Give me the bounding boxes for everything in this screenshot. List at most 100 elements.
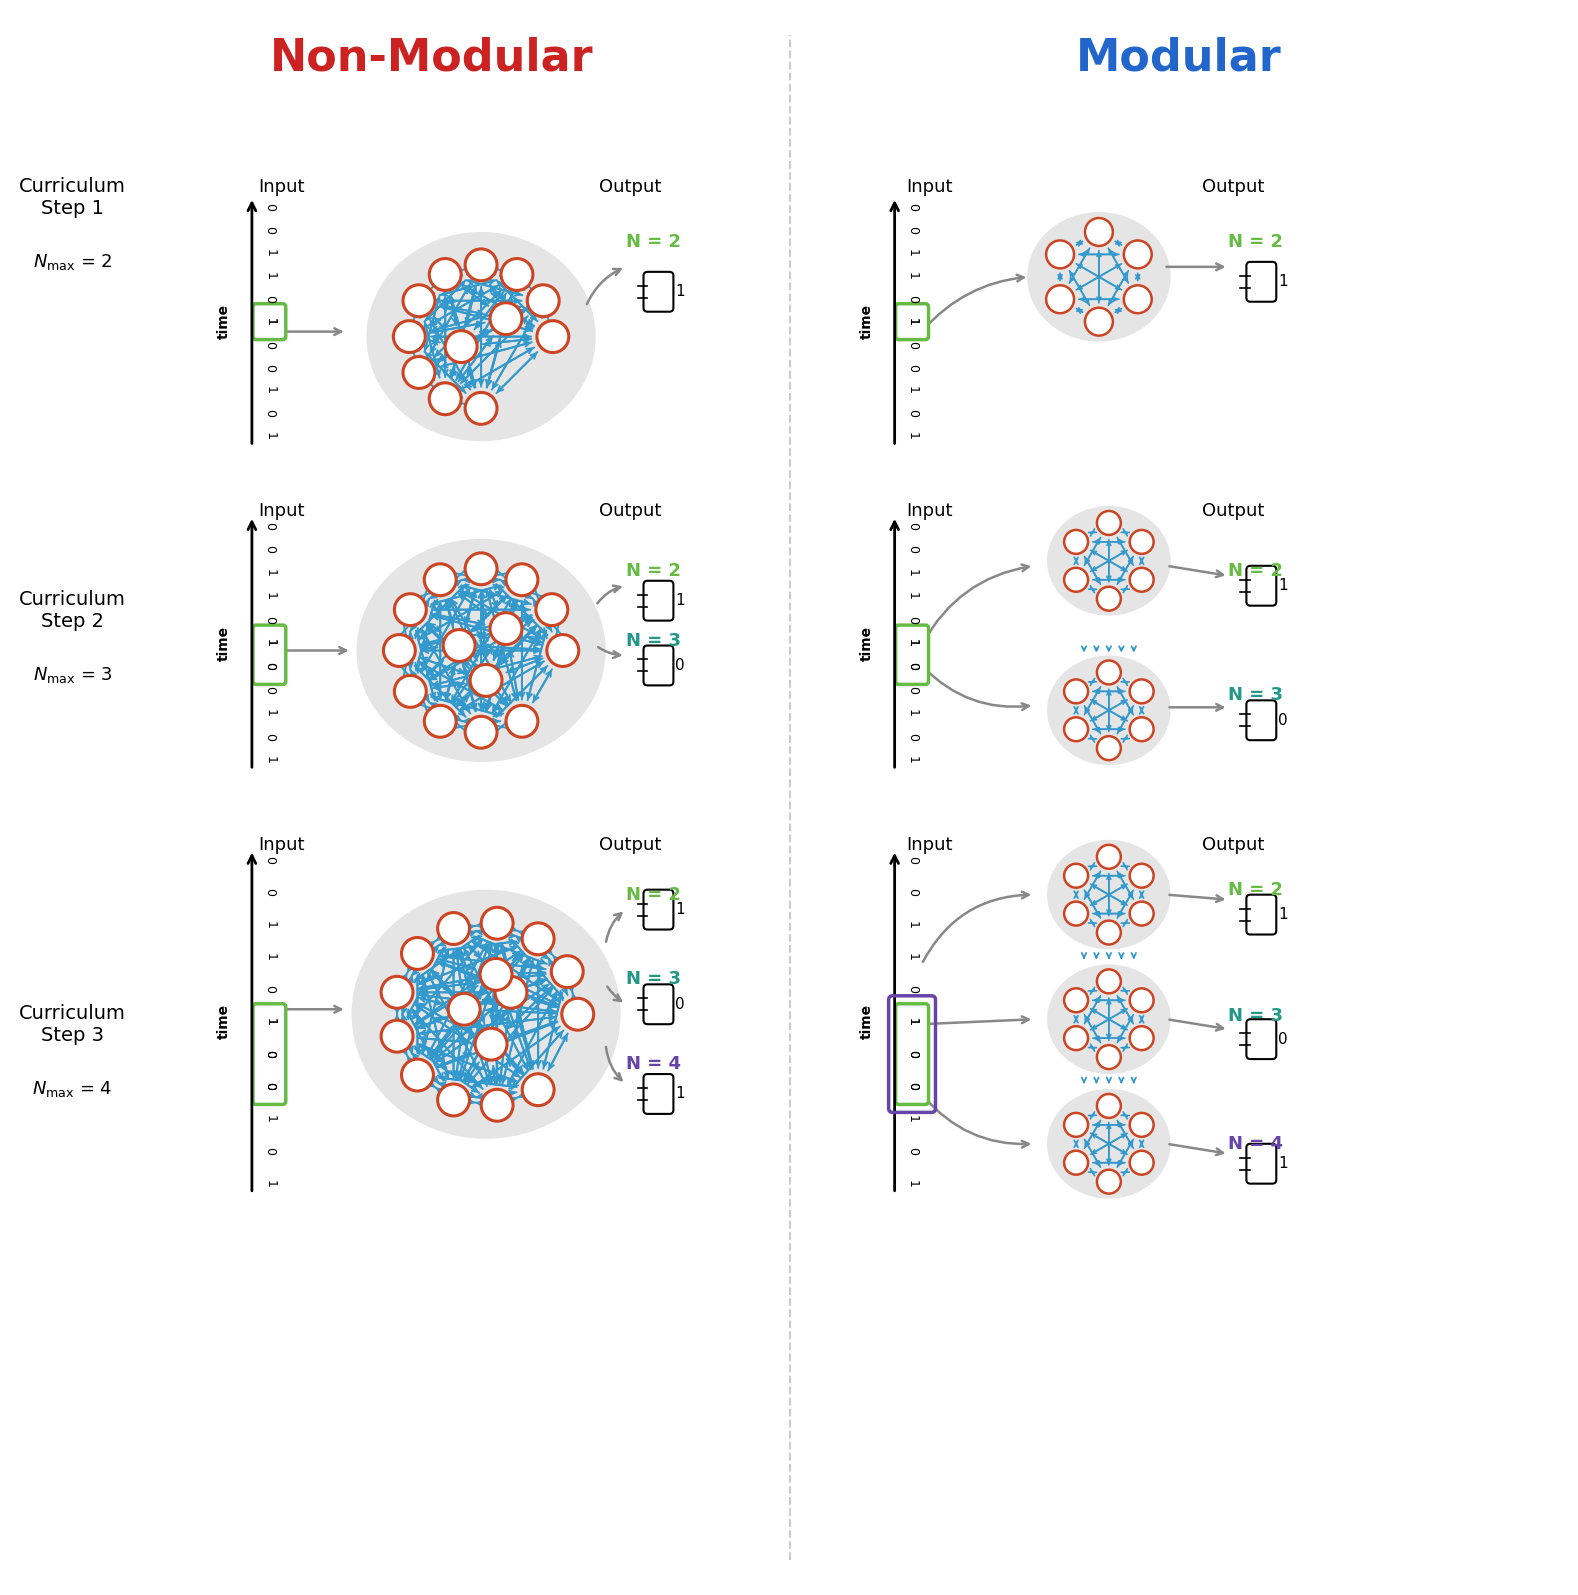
Text: time: time bbox=[218, 305, 230, 340]
FancyBboxPatch shape bbox=[644, 581, 674, 620]
Circle shape bbox=[1124, 286, 1152, 313]
Ellipse shape bbox=[1048, 965, 1171, 1073]
Circle shape bbox=[481, 1089, 513, 1121]
Text: 1: 1 bbox=[264, 317, 276, 325]
Circle shape bbox=[394, 593, 426, 625]
Circle shape bbox=[1064, 718, 1089, 742]
Circle shape bbox=[507, 705, 538, 737]
Circle shape bbox=[1130, 989, 1154, 1013]
Circle shape bbox=[1064, 989, 1089, 1013]
Text: 0: 0 bbox=[906, 662, 918, 670]
FancyBboxPatch shape bbox=[1247, 566, 1277, 606]
Circle shape bbox=[1130, 901, 1154, 925]
Text: 0: 0 bbox=[906, 732, 918, 740]
Circle shape bbox=[383, 635, 415, 667]
Circle shape bbox=[1097, 845, 1120, 869]
Text: 0: 0 bbox=[906, 226, 918, 234]
FancyBboxPatch shape bbox=[644, 890, 674, 930]
Circle shape bbox=[1064, 1026, 1089, 1050]
Text: 0: 0 bbox=[906, 341, 918, 349]
Text: 0: 0 bbox=[906, 857, 918, 864]
Text: 1: 1 bbox=[1278, 908, 1288, 922]
Text: 0: 0 bbox=[675, 997, 685, 1011]
Circle shape bbox=[475, 1029, 507, 1061]
Text: 1: 1 bbox=[906, 249, 918, 257]
Text: Input: Input bbox=[906, 502, 953, 520]
Circle shape bbox=[429, 383, 461, 415]
Text: 1: 1 bbox=[906, 432, 918, 440]
Circle shape bbox=[491, 303, 522, 335]
Text: 1: 1 bbox=[906, 386, 918, 394]
Text: 0: 0 bbox=[906, 522, 918, 530]
FancyBboxPatch shape bbox=[252, 625, 286, 684]
Circle shape bbox=[1130, 864, 1154, 888]
Circle shape bbox=[1097, 660, 1120, 684]
Circle shape bbox=[1097, 970, 1120, 994]
FancyBboxPatch shape bbox=[896, 1003, 928, 1104]
Text: 0: 0 bbox=[906, 295, 918, 303]
Circle shape bbox=[1130, 679, 1154, 703]
Circle shape bbox=[1046, 241, 1075, 268]
Circle shape bbox=[437, 912, 470, 944]
Circle shape bbox=[527, 286, 559, 317]
Circle shape bbox=[470, 665, 502, 697]
Text: time: time bbox=[860, 625, 874, 660]
Text: 1: 1 bbox=[675, 593, 685, 608]
Text: N = 2: N = 2 bbox=[625, 885, 680, 904]
Circle shape bbox=[402, 357, 436, 389]
FancyBboxPatch shape bbox=[1247, 700, 1277, 740]
Text: Output: Output bbox=[1202, 502, 1264, 520]
Text: Curriculum
Step 2: Curriculum Step 2 bbox=[19, 590, 126, 632]
Circle shape bbox=[382, 976, 413, 1008]
FancyBboxPatch shape bbox=[252, 1003, 286, 1104]
Circle shape bbox=[448, 994, 480, 1026]
Circle shape bbox=[1130, 718, 1154, 742]
Text: 1: 1 bbox=[906, 952, 918, 960]
Text: 0: 0 bbox=[264, 616, 276, 624]
Text: N = 2: N = 2 bbox=[1228, 233, 1283, 250]
Text: Non-Modular: Non-Modular bbox=[270, 37, 593, 80]
Circle shape bbox=[424, 563, 456, 595]
Text: 1: 1 bbox=[264, 952, 276, 960]
Text: Curriculum
Step 3: Curriculum Step 3 bbox=[19, 1003, 126, 1045]
Circle shape bbox=[466, 716, 497, 748]
Text: 0: 0 bbox=[264, 226, 276, 234]
Text: 1: 1 bbox=[675, 903, 685, 917]
Text: N = 4: N = 4 bbox=[625, 1054, 680, 1073]
Text: 1: 1 bbox=[1278, 579, 1288, 593]
Circle shape bbox=[1097, 510, 1120, 534]
Text: 1: 1 bbox=[906, 1018, 918, 1026]
Text: 0: 0 bbox=[264, 295, 276, 303]
Circle shape bbox=[466, 553, 497, 585]
Circle shape bbox=[1097, 1169, 1120, 1193]
Text: 0: 0 bbox=[906, 686, 918, 694]
FancyBboxPatch shape bbox=[1247, 895, 1277, 935]
Circle shape bbox=[1086, 308, 1112, 335]
Text: 0: 0 bbox=[264, 410, 276, 418]
Text: 1: 1 bbox=[264, 249, 276, 257]
Circle shape bbox=[548, 635, 579, 667]
Text: 1: 1 bbox=[264, 1018, 276, 1026]
Circle shape bbox=[1064, 568, 1089, 592]
Text: 1: 1 bbox=[906, 710, 918, 718]
Text: Input: Input bbox=[259, 836, 305, 853]
FancyBboxPatch shape bbox=[644, 1073, 674, 1113]
Text: 0: 0 bbox=[264, 1050, 276, 1057]
Text: 1: 1 bbox=[264, 386, 276, 394]
Text: N = 3: N = 3 bbox=[625, 632, 680, 649]
Text: 0: 0 bbox=[906, 888, 918, 896]
Text: $N_{\rm max}$ = 3: $N_{\rm max}$ = 3 bbox=[33, 665, 112, 686]
Text: 1: 1 bbox=[264, 592, 276, 600]
Text: 1: 1 bbox=[906, 592, 918, 600]
Text: Input: Input bbox=[259, 502, 305, 520]
Text: 1: 1 bbox=[675, 1086, 685, 1102]
Circle shape bbox=[1097, 1045, 1120, 1069]
Text: 1: 1 bbox=[264, 1115, 276, 1123]
Text: 1: 1 bbox=[906, 756, 918, 764]
Ellipse shape bbox=[1048, 1089, 1171, 1198]
Text: 0: 0 bbox=[264, 341, 276, 349]
Circle shape bbox=[1130, 1026, 1154, 1050]
FancyBboxPatch shape bbox=[644, 646, 674, 686]
Circle shape bbox=[1124, 241, 1152, 268]
Text: 0: 0 bbox=[264, 1147, 276, 1155]
